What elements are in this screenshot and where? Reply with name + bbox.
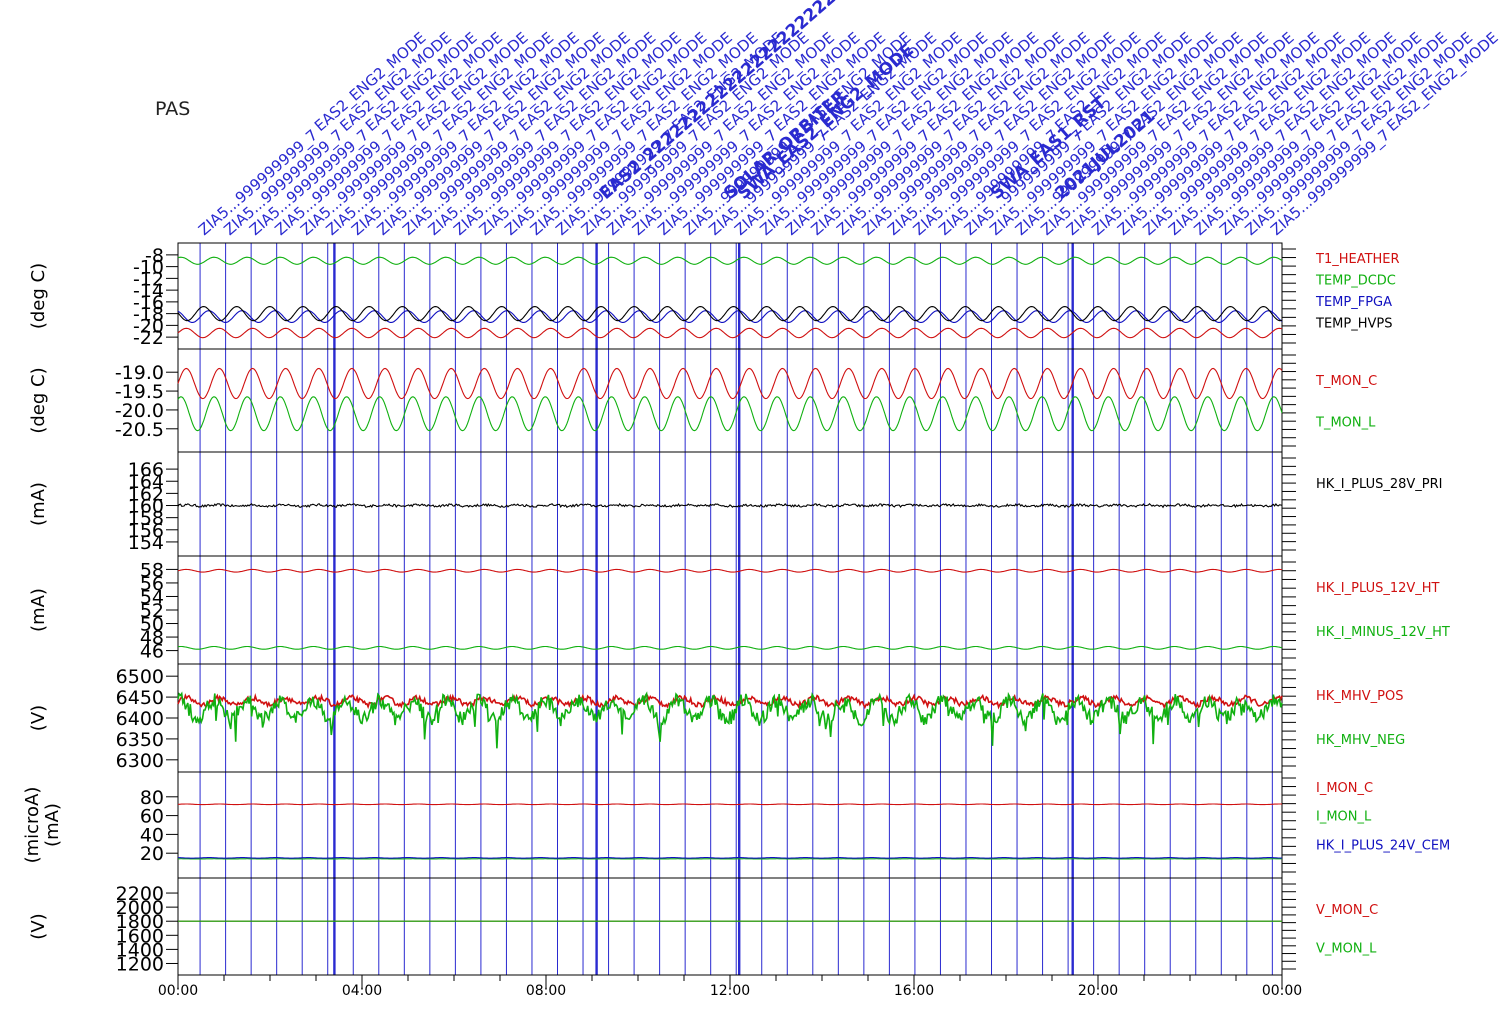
legend-entry: HK_MHV_NEG: [1316, 733, 1405, 748]
y-tick-label: -20.0: [115, 400, 164, 422]
y-tick-label: -22: [133, 327, 164, 349]
panel-frame: [177, 771, 1283, 879]
legend-entry: I_MON_L: [1316, 810, 1372, 825]
legend-entry: T1_HEATHER: [1315, 252, 1400, 267]
instrument-title: PAS: [155, 98, 191, 120]
series-line: [177, 256, 1283, 265]
x-tick-label: 00:00: [158, 983, 198, 999]
y-tick-label: 6400: [116, 708, 164, 730]
series-line: [177, 327, 1283, 339]
panel-temperatures: -8-10-12-14-16-18-20-22 (deg C) T1_HEATHER…: [28, 242, 1400, 350]
y-tick-label: -20: [133, 315, 164, 337]
series-line: [177, 310, 1283, 323]
y-axis-label: (deg C): [28, 367, 49, 433]
legend-entry: V_MON_C: [1316, 903, 1378, 918]
y-tick-label: 54: [140, 586, 164, 608]
y-tick-label: -16: [133, 292, 164, 314]
legend-entry: V_MON_L: [1316, 942, 1377, 957]
x-tick-label: 16:00: [894, 983, 934, 999]
time-axis: 00:00 04:00 08:00 12:00 16:00 20:00 00:00: [158, 975, 1302, 999]
y-axis-label: (V): [28, 913, 49, 939]
y-tick-label: 156: [128, 520, 164, 542]
y-tick-label: 50: [140, 614, 164, 636]
y-tick-label: 48: [140, 627, 164, 649]
y-tick-label: 166: [128, 459, 164, 481]
y-tick-label: 6500: [116, 666, 164, 688]
y-tick-label: 162: [128, 483, 164, 505]
series-line: [177, 396, 1283, 432]
y-tick-label: 164: [128, 471, 164, 493]
legend-entry: HK_I_PLUS_12V_HT: [1316, 581, 1440, 596]
series-line: [177, 693, 1283, 710]
legend-entry: TEMP_FPGA: [1315, 295, 1392, 310]
y-tick-label: -12: [133, 268, 164, 290]
series-line: [177, 645, 1283, 650]
y-tick-label: 154: [128, 532, 164, 554]
y-tick-label: -8: [145, 245, 164, 267]
series-line: [178, 803, 1283, 806]
y-tick-label: 58: [140, 559, 164, 581]
y-axis-label: (V): [28, 705, 49, 731]
y-tick-label: 6350: [116, 729, 164, 751]
legend-entry: I_MON_C: [1316, 781, 1373, 796]
y-tick-label: 80: [140, 787, 164, 809]
y-axis-label: (mA): [28, 482, 49, 526]
y-tick-label: -20.5: [115, 419, 164, 441]
y-tick-label: -14: [133, 280, 164, 302]
y-tick-label: 1200: [116, 953, 164, 975]
y-tick-label: 56: [140, 573, 164, 595]
y-tick-label: 6300: [116, 750, 164, 772]
x-tick-label: 04:00: [342, 983, 382, 999]
series-line: [177, 502, 1283, 509]
legend-entry: HK_I_PLUS_24V_CEM: [1316, 838, 1450, 853]
x-tick-label: 12:00: [710, 983, 750, 999]
legend-entry: T_MON_L: [1315, 416, 1376, 431]
legend-entry: HK_MHV_POS: [1316, 689, 1404, 704]
x-tick-label: 20:00: [1078, 983, 1118, 999]
x-tick-label: 08:00: [526, 983, 566, 999]
legend-entry: TEMP_HVPS: [1315, 317, 1392, 332]
y-tick-label: 20: [140, 843, 164, 865]
y-axis-label: (deg C): [28, 263, 49, 329]
y-tick-label: 158: [128, 508, 164, 530]
y-tick-label: 1600: [116, 925, 164, 947]
y-tick-label: 2000: [116, 897, 164, 919]
annotation-lines: [199, 243, 1273, 975]
legend-entry: HK_I_MINUS_12V_HT: [1316, 625, 1450, 640]
series-line: [177, 306, 1283, 322]
legend-entry: T_MON_C: [1315, 374, 1377, 389]
y-tick-label: -19.5: [115, 381, 164, 403]
series-line: [177, 367, 1283, 400]
series-line: [177, 691, 1283, 749]
x-tick-label: 00:00: [1262, 983, 1302, 999]
y-tick-label: -18: [133, 304, 164, 326]
y-tick-label: -19.0: [115, 362, 164, 384]
y-tick-label: 40: [140, 824, 164, 846]
y-tick-label: 6450: [116, 687, 164, 709]
y-tick-label: 46: [140, 641, 164, 663]
y-tick-label: 60: [140, 806, 164, 828]
y-tick-label: -10: [133, 257, 164, 279]
y-tick-label: 1400: [116, 939, 164, 961]
legend-entry: TEMP_DCDC: [1315, 274, 1396, 289]
y-tick-label: 2200: [116, 883, 164, 905]
y-axis-label-secondary: (mA): [42, 803, 63, 847]
y-tick-label: 1800: [116, 911, 164, 933]
legend-entry: HK_I_PLUS_28V_PRI: [1316, 477, 1442, 492]
series-line: [177, 857, 1282, 859]
panel-frame: [177, 877, 1283, 976]
series-line: [177, 568, 1283, 573]
y-tick-label: 52: [140, 600, 164, 622]
y-axis-label: (microA): [22, 787, 43, 864]
y-axis-label: (mA): [28, 588, 49, 632]
panel-monitor-temperatures: -19.0-19.5-20.0-20.5 (deg C) T_MON_C T_MON_…: [28, 348, 1377, 453]
y-tick-label: 160: [128, 496, 164, 518]
annotation-labels: ZIA5...999999999_7EAS2_ENG2_MODEZIA5...9…: [195, 0, 1502, 240]
